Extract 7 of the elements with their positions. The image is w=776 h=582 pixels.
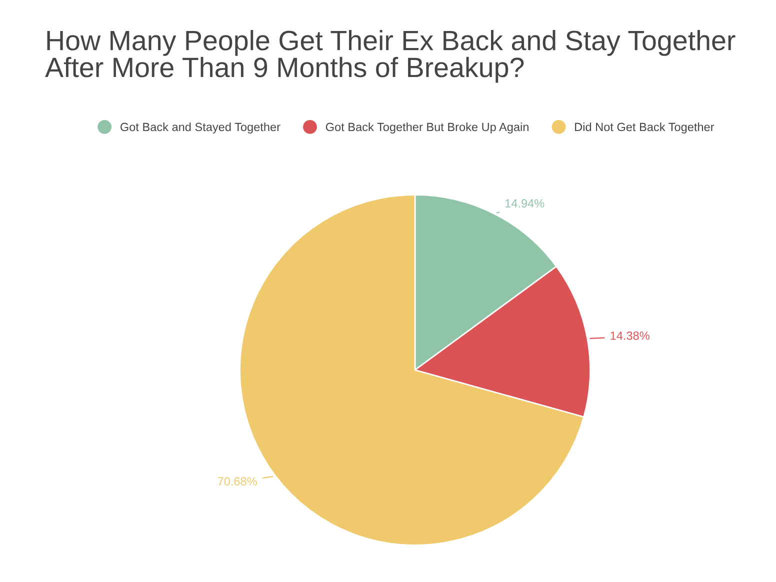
- data-label: 14.38%: [610, 331, 650, 340]
- legend-label: Got Back Together But Broke Up Again: [326, 122, 528, 134]
- legend-label: Got Back and Stayed Together: [120, 122, 280, 134]
- legend-label: Did Not Get Back Together: [575, 122, 714, 134]
- data-label: 70.68%: [218, 477, 257, 486]
- chart-title: How Many People Get Their Ex Back and Stay Together After More Than 9 Months of Breakup?: [45, 30, 736, 83]
- data-label: 14.94%: [505, 199, 544, 208]
